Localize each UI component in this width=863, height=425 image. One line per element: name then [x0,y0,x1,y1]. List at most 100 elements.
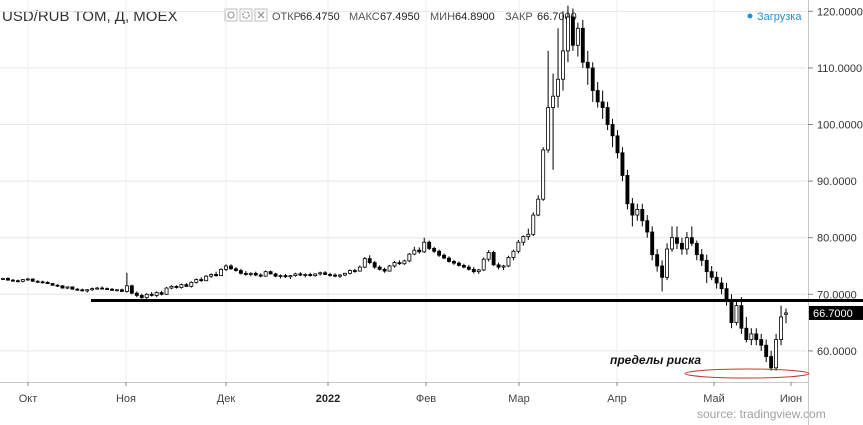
candle [734,299,739,326]
candle [105,287,110,291]
candle-body [437,250,442,256]
candle-body [447,257,451,262]
candle-body [724,288,729,301]
candle [422,237,427,253]
candle [347,269,352,275]
candle-body [665,248,669,278]
candle-body [45,281,50,284]
candle-body [347,270,352,274]
candle-body [343,272,347,276]
candle-body [258,274,263,277]
x-tick-label: Мар [508,393,530,405]
candle [6,277,10,281]
candle-body [243,272,248,275]
candle [546,50,551,153]
candle-body [526,233,531,237]
candle-body [105,288,110,291]
settings-icon[interactable] [239,8,253,22]
candle-body [456,262,461,266]
candle [645,215,650,238]
candle-body [174,285,179,288]
candle-body [704,259,709,273]
candle-body [417,249,422,253]
candle-body [531,214,536,235]
candle [313,273,318,277]
candle-body [734,305,739,323]
candle-body [590,67,595,91]
candle [630,198,635,227]
risk-zone-ellipse [684,368,810,379]
candle-body [486,252,491,260]
candle-body [551,95,556,108]
candle-body [714,276,719,284]
x-tick-label: 2022 [316,393,340,405]
candle [679,237,684,255]
candle-body [570,16,575,46]
candle [328,272,333,277]
candle [100,286,105,290]
candle-body [278,275,283,278]
candle [45,281,50,285]
candle-body [6,278,10,281]
candle-body [60,285,65,289]
candle [25,277,30,281]
candle [20,279,25,283]
candle [486,250,491,262]
candle [85,289,90,293]
candle-body [511,250,516,258]
candle [437,249,442,257]
close-icon[interactable] [254,8,268,22]
candle-body [635,208,640,216]
candle [318,271,323,276]
candle-body [749,333,754,340]
candle-body [90,288,95,291]
candle [60,285,65,289]
candle-body [719,282,724,290]
candle-body [759,339,764,346]
candle [268,270,273,275]
candle-body [100,287,105,290]
candle-body [209,274,214,277]
candle [15,279,20,283]
candle [273,272,278,278]
candle-body [65,286,70,289]
candle [352,268,357,273]
candle-body [248,272,253,275]
candle-body [25,278,30,281]
candle-body [293,273,298,277]
candle-body [1,278,5,280]
candle-body [660,265,665,278]
candle-body [134,292,139,296]
low-label: МИН [430,11,455,23]
candle-body [50,283,55,286]
candle [139,293,144,299]
candle [427,240,432,251]
candle-body [610,124,615,137]
candle [511,249,516,261]
candle [174,285,179,289]
candle [194,278,199,284]
candle-body [506,257,511,267]
candle [531,212,536,236]
candle-body [729,299,734,323]
candle-body [442,254,446,259]
candle [189,281,194,288]
y-tick-label: 100.0000 [817,120,863,132]
candle-body [352,270,357,272]
symbol-title: USD/RUB TOM, Д, MOEX [2,8,177,25]
candle-body [169,285,174,289]
candle [665,243,669,281]
candle-body [194,279,199,283]
candle-body [432,248,437,252]
candle-body [238,270,243,274]
candle [253,271,258,277]
candle-body [675,237,679,244]
candle-body [367,258,372,263]
candle-body [10,279,15,282]
candle [362,256,367,269]
open-value: 66.4750 [300,11,340,23]
close-value: 66.7000 [537,11,577,23]
eye-icon[interactable] [224,8,238,22]
candle [343,272,347,277]
candle [417,247,422,254]
